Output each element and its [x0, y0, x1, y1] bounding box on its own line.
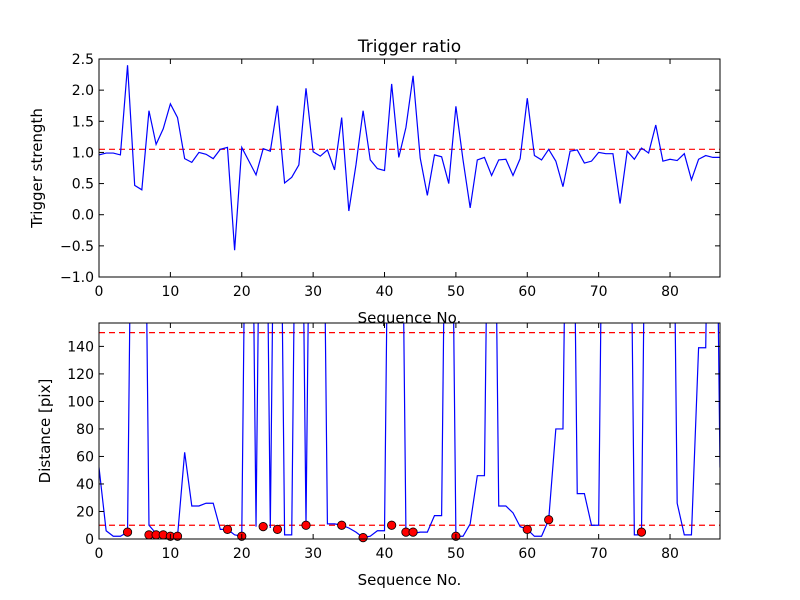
x-tick-label: 10 [161, 284, 179, 300]
trigger-ratio-chart: 0 10 20 30 40 50 60 70 80 −1.0 −0.5 0.0 0.5 1.0 1.5 2.0… [28, 37, 721, 327]
axes-frame [98, 322, 721, 540]
data-marker [358, 533, 368, 543]
y-tick-label: 60 [76, 449, 94, 465]
y-tick-label: 2.5 [72, 52, 94, 68]
chart-title: Trigger ratio [357, 37, 461, 57]
data-marker [337, 520, 347, 530]
x-tick-label: 10 [161, 546, 179, 562]
x-axis-label: Sequence No. [358, 571, 462, 589]
series-line [99, 323, 720, 539]
y-tick-label: 40 [76, 477, 94, 493]
y-tick-label: 1.0 [72, 145, 94, 161]
y-tick-label: 0.5 [72, 177, 94, 193]
y-axis-label: Trigger strength [28, 108, 46, 229]
plot-area [99, 323, 720, 539]
x-tick-label: 40 [376, 284, 394, 300]
data-marker [387, 520, 397, 530]
x-tick-label: 70 [590, 546, 608, 562]
x-tick-label: 80 [661, 546, 679, 562]
data-marker [258, 522, 268, 532]
x-tick-label: 70 [590, 284, 608, 300]
distance-chart: 0 10 20 30 40 50 60 70 80 0 20 40 60 80 100 120 140 Seque… [36, 322, 721, 589]
data-marker [544, 515, 554, 525]
axes-frame [98, 58, 721, 278]
y-tick-label: 0 [85, 532, 94, 548]
y-axis-label: Distance [pix] [36, 379, 54, 484]
x-tick-label: 20 [233, 284, 251, 300]
data-marker [301, 520, 311, 530]
y-tick-label: 140 [67, 339, 94, 355]
y-tick-label: 2.0 [72, 83, 94, 99]
y-tick-label: 120 [67, 367, 94, 383]
data-marker [122, 527, 133, 537]
y-tick-label: −0.5 [60, 239, 94, 255]
y-tick-label: −1.0 [60, 270, 94, 286]
x-tick-label: 20 [233, 546, 251, 562]
x-tick-label: 0 [95, 284, 104, 300]
data-marker [272, 524, 283, 534]
x-tick-label: 30 [304, 546, 322, 562]
data-marker [172, 531, 183, 541]
y-tick-label: 0.0 [72, 208, 94, 224]
x-tick-label: 60 [518, 546, 536, 562]
y-tick-label: 80 [76, 422, 94, 438]
x-tick-label: 0 [95, 546, 104, 562]
series-line [99, 65, 720, 251]
plot-area [99, 65, 720, 251]
x-tick-label: 50 [447, 546, 465, 562]
y-tick-label: 100 [67, 394, 94, 410]
data-marker [636, 527, 647, 537]
x-axis-label: Sequence No. [358, 309, 462, 327]
data-marker [408, 527, 418, 537]
x-tick-label: 60 [518, 284, 536, 300]
x-tick-label: 30 [304, 284, 322, 300]
data-marker [522, 524, 532, 534]
x-tick-label: 40 [376, 546, 394, 562]
y-tick-label: 1.5 [72, 114, 94, 130]
y-tick-label: 20 [76, 504, 94, 520]
x-tick-label: 50 [447, 284, 465, 300]
x-tick-label: 80 [661, 284, 679, 300]
data-marker [222, 524, 233, 534]
